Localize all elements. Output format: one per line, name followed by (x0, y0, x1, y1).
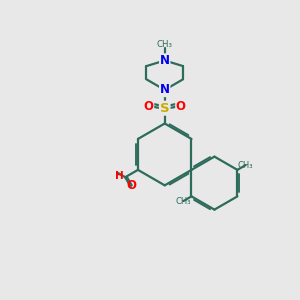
Text: CH₃: CH₃ (157, 40, 173, 49)
Text: S: S (160, 102, 169, 115)
Text: N: N (160, 83, 170, 96)
Text: H: H (116, 171, 124, 181)
Text: N: N (160, 54, 170, 67)
Text: CH₃: CH₃ (176, 196, 191, 206)
Text: CH₃: CH₃ (238, 161, 253, 170)
Text: O: O (144, 100, 154, 113)
Text: O: O (176, 100, 186, 113)
Text: O: O (126, 179, 136, 192)
